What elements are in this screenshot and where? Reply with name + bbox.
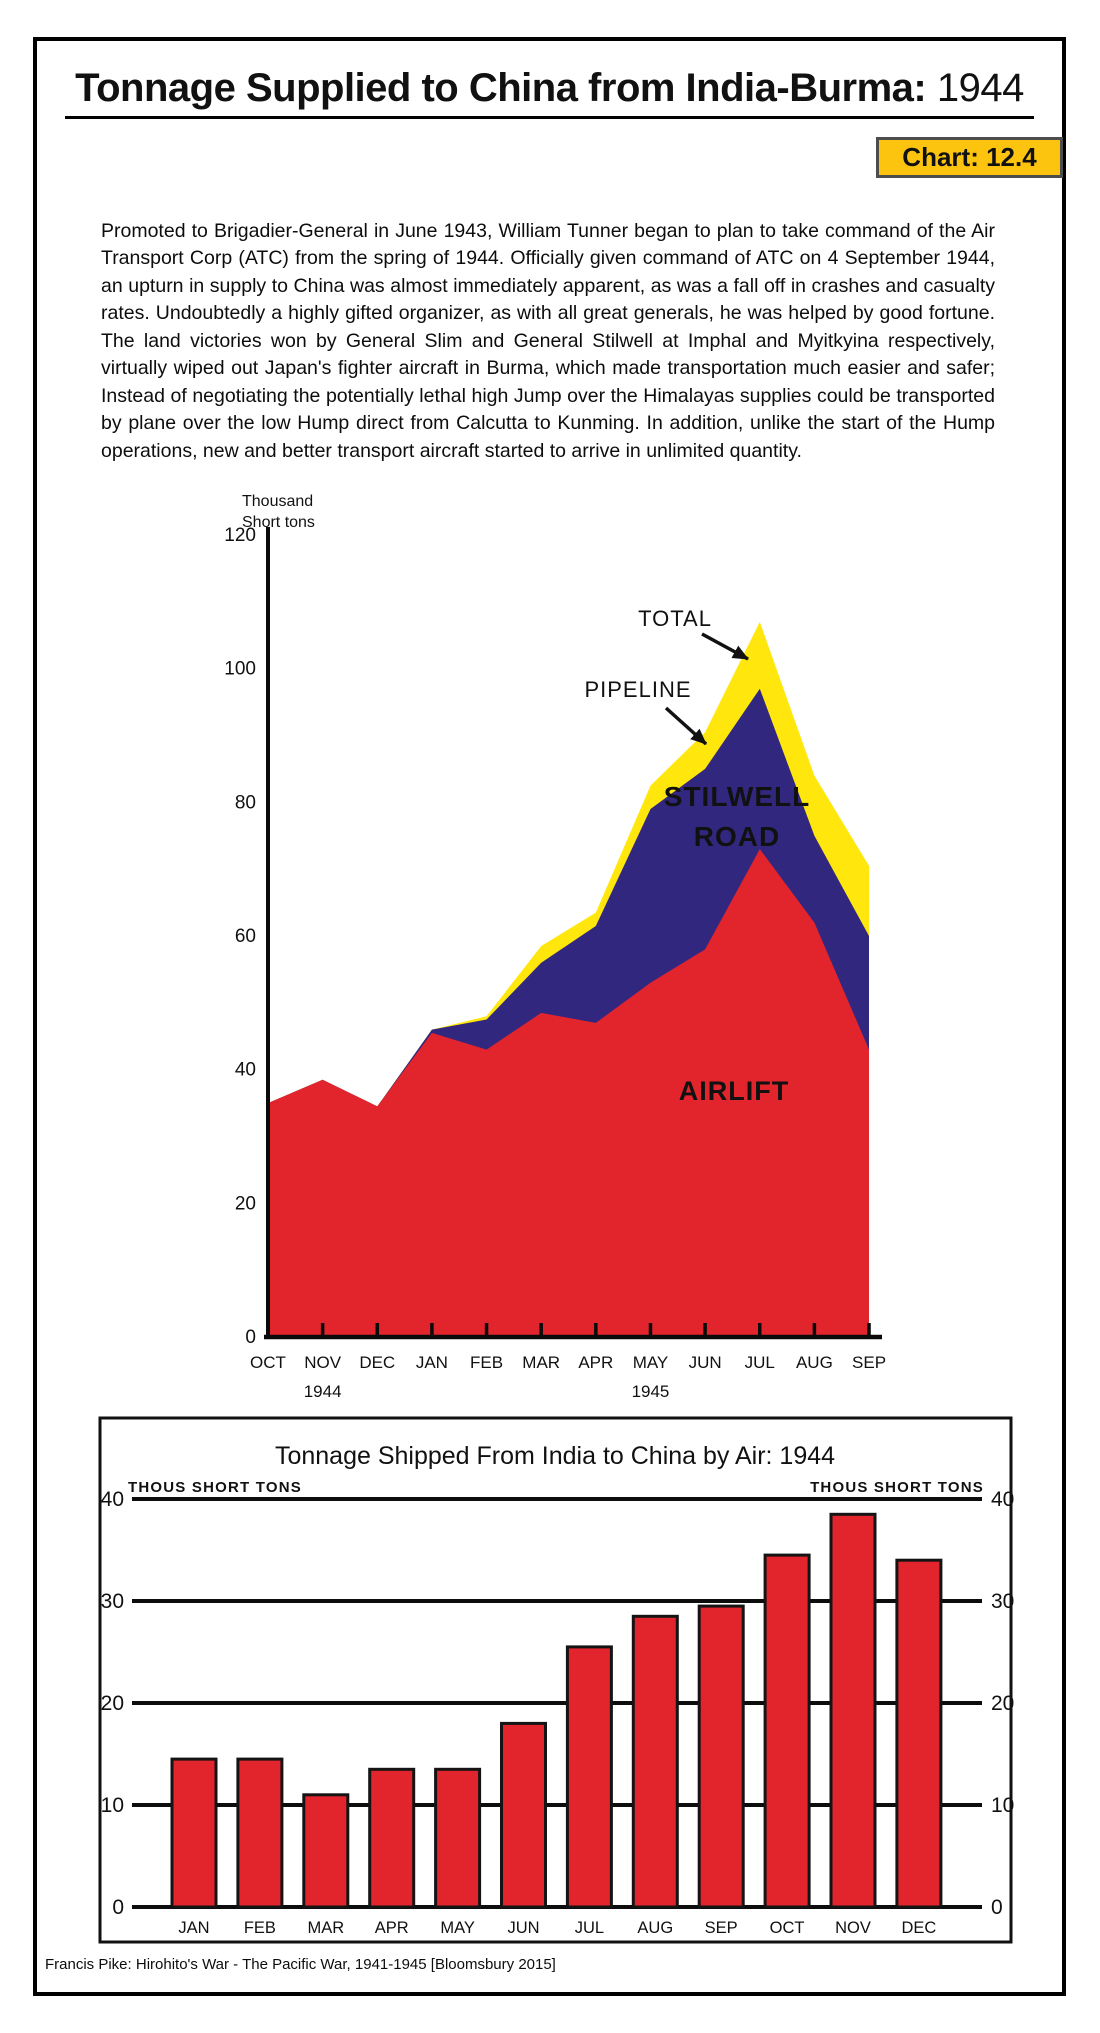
bar-month-label: MAR xyxy=(307,1919,344,1937)
y-label-left: 0 xyxy=(112,1896,124,1919)
annotation-pipeline: PIPELINE xyxy=(584,677,691,702)
bar-month-label: OCT xyxy=(770,1919,805,1937)
y-tick-label: 120 xyxy=(224,525,256,546)
bar-month-label: SEP xyxy=(705,1919,738,1937)
year-label: 1944 xyxy=(304,1382,342,1401)
bar-feb xyxy=(236,1757,284,1909)
month-label: DEC xyxy=(359,1353,395,1372)
bar-mar xyxy=(302,1793,350,1909)
page-title-main: Tonnage Supplied to China from India-Bur… xyxy=(75,66,927,110)
page-title: Tonnage Supplied to China from India-Bur… xyxy=(65,66,1034,119)
month-label: OCT xyxy=(250,1353,286,1372)
bar-month-label: FEB xyxy=(244,1919,276,1937)
chart-number-badge: Chart: 12.4 xyxy=(876,137,1063,178)
y-label-right: 40 xyxy=(991,1488,1014,1511)
area-airlift xyxy=(268,849,869,1337)
source-footnote: Francis Pike: Hirohito's War - The Pacif… xyxy=(45,1956,556,1973)
annotation-airlift: AIRLIFT xyxy=(679,1076,789,1106)
bar-month-label: MAY xyxy=(440,1919,475,1937)
bar-chart-panel: Tonnage Shipped From India to China by A… xyxy=(98,1416,1014,1944)
month-label: SEP xyxy=(852,1353,886,1372)
pipeline-arrow xyxy=(664,706,708,746)
month-label: FEB xyxy=(470,1353,503,1372)
y-tick-label: 40 xyxy=(235,1060,256,1081)
bar-apr xyxy=(368,1767,416,1909)
month-label: JAN xyxy=(416,1353,448,1372)
panel-border xyxy=(98,1416,1013,1944)
bar-month-label: DEC xyxy=(901,1919,936,1937)
y-label-left: 40 xyxy=(101,1488,124,1511)
month-label: MAR xyxy=(522,1353,560,1372)
y-axis-unit-label: Thousand xyxy=(242,493,313,510)
bar-month-label: NOV xyxy=(835,1919,871,1937)
month-label: AUG xyxy=(796,1353,833,1372)
bar-sep xyxy=(697,1604,745,1909)
y-tick-label: 100 xyxy=(224,659,256,680)
y-label-right: 0 xyxy=(991,1896,1003,1919)
y-tick-label: 20 xyxy=(235,1193,256,1214)
axis-caption-right: THOUS SHORT TONS xyxy=(810,1479,984,1496)
y-tick-label: 60 xyxy=(235,926,256,947)
bar-jan xyxy=(170,1757,218,1909)
bar-month-label: JUN xyxy=(507,1919,539,1937)
month-label: NOV xyxy=(304,1353,342,1372)
y-label-left: 10 xyxy=(101,1794,124,1817)
bar-month-label: APR xyxy=(375,1919,409,1937)
bar-jun xyxy=(500,1721,547,1909)
page-title-wrap: Tonnage Supplied to China from India-Bur… xyxy=(33,66,1066,119)
bar-aug xyxy=(631,1614,679,1909)
bar-month-label: JAN xyxy=(178,1919,209,1937)
month-label: MAY xyxy=(633,1353,669,1372)
bar-chart-title: Tonnage Shipped From India to China by A… xyxy=(275,1442,835,1470)
y-label-left: 20 xyxy=(101,1692,124,1715)
y-label-left: 30 xyxy=(101,1590,124,1613)
page-title-year: 1944 xyxy=(936,66,1024,110)
month-label: JUN xyxy=(689,1353,722,1372)
y-label-right: 10 xyxy=(991,1794,1014,1817)
annotation-total: TOTAL xyxy=(638,606,712,631)
y-label-right: 20 xyxy=(991,1692,1014,1715)
bar-oct xyxy=(763,1553,811,1909)
bar-dec xyxy=(895,1558,943,1909)
axis-caption-left: THOUS SHORT TONS xyxy=(128,1479,302,1496)
annotation-stilwell-road: STILWELL xyxy=(664,781,810,812)
bar-may xyxy=(434,1767,482,1909)
bar-month-label: AUG xyxy=(637,1919,673,1937)
stacked-area-chart: Thousand Short tons 0 20 40 60 80 100 120 OCT NOV D… xyxy=(224,493,886,1401)
y-label-right: 30 xyxy=(991,1590,1014,1613)
annotation-stilwell-road: ROAD xyxy=(694,821,780,852)
y-tick-label: 0 xyxy=(245,1327,256,1348)
bar-nov xyxy=(829,1512,877,1909)
bar-jul xyxy=(565,1645,613,1909)
bar-month-label: JUL xyxy=(575,1919,604,1937)
body-paragraph: Promoted to Brigadier-General in June 19… xyxy=(101,219,995,462)
y-tick-label: 80 xyxy=(235,792,256,813)
year-label: 1945 xyxy=(632,1382,670,1401)
y-axis-unit-label: Short tons xyxy=(242,514,315,531)
total-arrow xyxy=(701,632,749,661)
month-label: JUL xyxy=(745,1353,775,1372)
month-label: APR xyxy=(578,1353,613,1372)
outer-frame xyxy=(33,37,1066,1996)
